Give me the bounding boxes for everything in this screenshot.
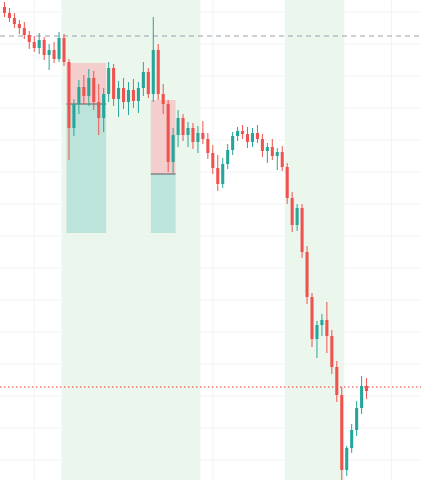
candle-body-up (136, 88, 140, 101)
candle-body-up (87, 78, 91, 96)
candle-body-down (7, 13, 11, 18)
candle-body-up (345, 448, 349, 470)
candle-body-up (171, 135, 175, 162)
candle-body-up (141, 72, 145, 88)
candle-body-down (241, 131, 245, 134)
candle-body-up (265, 147, 269, 151)
candle-body-down (32, 42, 36, 48)
candle-body-down (191, 128, 195, 142)
candle-body-up (226, 150, 230, 164)
candle-body-up (295, 208, 299, 225)
candle-body-up (196, 133, 200, 142)
candle-body-down (285, 167, 289, 198)
candle-body-down (12, 18, 16, 24)
candle-body-down (42, 40, 46, 55)
candle-body-down (211, 153, 215, 168)
candle-body-up (231, 136, 235, 150)
candle-body-down (330, 336, 334, 367)
candle-body-down (340, 395, 344, 470)
candle-body-up (221, 164, 225, 184)
candle-body-down (82, 87, 86, 96)
candle-body-up (102, 94, 106, 118)
candle-body-up (236, 131, 240, 136)
candle-body-up (117, 88, 121, 99)
candle-body-down (325, 320, 329, 336)
candle-body-down (290, 198, 294, 225)
candle-body-down (62, 38, 66, 62)
candle-body-down (305, 252, 309, 297)
candle-body-up (47, 50, 51, 55)
candle-body-down (270, 147, 274, 156)
session-band (284, 0, 345, 480)
candle-body-down (97, 102, 101, 118)
candle-body-down (17, 24, 21, 28)
candle-body-down (310, 297, 314, 339)
candle-body-up (320, 320, 324, 325)
candle-body-down (280, 152, 284, 167)
candle-body-up (107, 68, 111, 94)
candle-body-down (166, 104, 170, 162)
candle-body-down (146, 72, 150, 94)
candle-body-up (151, 50, 155, 94)
candle-body-up (57, 38, 61, 59)
candle-body-down (365, 386, 369, 391)
candle-body-down (245, 134, 250, 142)
candle-body-down (22, 28, 26, 35)
candle-body-down (201, 133, 205, 139)
candle-body-down (161, 94, 165, 104)
candle-body-up (186, 128, 190, 135)
candle-body-up (77, 87, 81, 104)
candle-body-up (126, 90, 131, 102)
reference-lines-layer (0, 35, 421, 388)
candle-body-down (156, 50, 160, 94)
candle-body-down (67, 62, 71, 128)
candle-body-down (335, 367, 339, 395)
candle-body-up (250, 133, 255, 142)
candle-body-up (176, 118, 180, 135)
candle-body-up (360, 386, 364, 408)
candle-body-down (206, 139, 210, 153)
candle-body-down (300, 208, 304, 252)
short-position-1-stop-zone (66, 63, 107, 104)
candle-body-down (216, 168, 220, 184)
candle-body-down (112, 68, 116, 99)
candle-body-up (37, 40, 41, 48)
candle-body-down (27, 35, 31, 42)
candle-body-down (52, 50, 56, 59)
candle-body-down (255, 133, 259, 139)
candles-layer (2, 2, 369, 480)
positions-layer (66, 63, 176, 233)
candle-body-up (350, 430, 354, 448)
candle-body-down (181, 118, 185, 135)
candle-body-down (121, 88, 126, 102)
candle-body-up (355, 408, 359, 430)
candle-body-down (2, 7, 7, 13)
candle-body-up (72, 104, 76, 128)
candle-body-down (131, 90, 135, 101)
candle-body-down (260, 139, 264, 151)
candle-body-up (275, 152, 279, 156)
short-position-2-target-zone (150, 174, 176, 233)
candle-body-up (315, 325, 319, 339)
candle-body-down (92, 78, 96, 102)
